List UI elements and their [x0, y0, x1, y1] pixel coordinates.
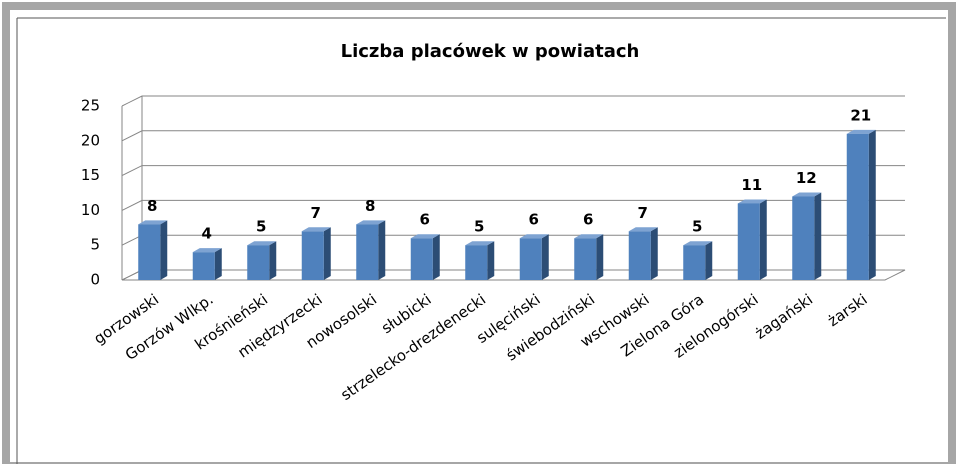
chart-title: Liczba placówek w powiatach [341, 41, 640, 62]
value-label: 21 [850, 106, 871, 124]
value-label: 5 [256, 218, 266, 236]
y-tick-label: 10 [81, 201, 100, 219]
bar [356, 224, 379, 280]
bar-side [650, 227, 658, 280]
y-tick-label: 0 [90, 271, 100, 289]
value-label: 6 [583, 211, 593, 229]
value-label: 6 [420, 211, 430, 229]
bar-top [247, 241, 277, 246]
bar-top [356, 220, 386, 225]
bar-side [487, 241, 495, 280]
value-label: 5 [692, 218, 702, 236]
bar-side [160, 220, 168, 280]
bar [465, 245, 488, 280]
bar-side [705, 241, 713, 280]
bar [301, 231, 324, 280]
y-tick-label: 5 [90, 236, 100, 254]
bar [792, 196, 815, 280]
bar [410, 238, 433, 280]
bar [683, 245, 706, 280]
bar-top [410, 234, 440, 239]
bar-top [192, 248, 222, 253]
bar-side [814, 192, 822, 280]
bar-top [683, 241, 713, 246]
bar [574, 238, 597, 280]
bar-top [465, 241, 495, 246]
y-tick-label: 15 [81, 166, 100, 184]
bar-side [759, 199, 767, 280]
y-tick-label: 25 [81, 97, 100, 115]
bar-side [596, 234, 604, 280]
bar-side [214, 248, 222, 280]
bar-top [846, 129, 876, 134]
bar-top [574, 234, 604, 239]
value-label: 8 [147, 197, 157, 215]
bar-top [792, 192, 822, 197]
bar-top [628, 227, 658, 232]
bar-top [138, 220, 168, 225]
bar-side [323, 227, 331, 280]
bar [247, 245, 270, 280]
value-label: 12 [796, 169, 817, 187]
bar [519, 238, 542, 280]
bar [628, 231, 651, 280]
bar-side [541, 234, 549, 280]
value-label: 5 [474, 218, 484, 236]
value-label: 7 [311, 204, 321, 222]
bar [138, 224, 161, 280]
y-tick-label: 20 [81, 131, 100, 149]
value-label: 4 [202, 225, 212, 243]
value-label: 8 [365, 197, 375, 215]
value-label: 7 [638, 204, 648, 222]
value-label: 6 [529, 211, 539, 229]
bar-top [301, 227, 331, 232]
value-label: 11 [741, 176, 762, 194]
bar [737, 203, 760, 280]
bar-side [378, 220, 386, 280]
bar [192, 252, 215, 280]
bar-top [737, 199, 767, 204]
bar-side [868, 129, 876, 280]
bar [846, 133, 869, 280]
bar-top [519, 234, 549, 239]
bar-side [269, 241, 277, 280]
bar-side [432, 234, 440, 280]
